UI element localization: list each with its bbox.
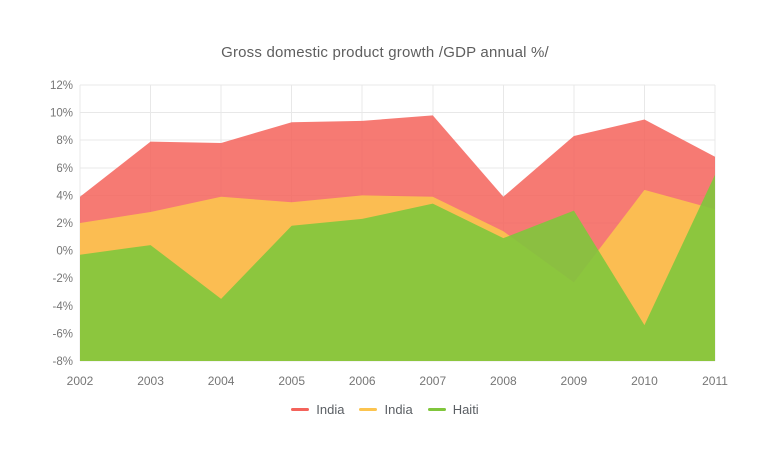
x-axis-tick-label: 2005	[278, 374, 305, 388]
y-axis-tick-label: -6%	[53, 328, 73, 340]
legend-item-india-2[interactable]: India	[359, 401, 413, 417]
y-axis-tick-label: 12%	[50, 80, 73, 92]
x-axis-tick-label: 2002	[67, 374, 94, 388]
legend-marker-icon	[359, 407, 378, 411]
y-axis-tick-label: -4%	[53, 301, 73, 313]
x-axis-tick-label: 2010	[631, 374, 658, 388]
y-axis-tick-label: 0%	[56, 246, 73, 258]
y-axis-tick-label: 8%	[56, 135, 73, 147]
area-series-haiti	[80, 174, 715, 361]
legend-item-label: India	[384, 401, 413, 417]
legend-item-india-1[interactable]: India	[291, 402, 344, 417]
x-axis-tick-label: 2007	[419, 374, 446, 388]
y-axis-tick-label: -8%	[53, 356, 73, 368]
x-axis-tick-label: 2006	[349, 374, 376, 388]
x-axis-tick-label: 2008	[490, 374, 517, 388]
y-axis-tick-label: 2%	[56, 218, 73, 230]
legend-item-haiti[interactable]: Haiti	[427, 401, 479, 417]
y-axis-tick-label: 10%	[50, 108, 73, 120]
legend-item-label: India	[316, 401, 345, 417]
x-axis-tick-label: 2011	[702, 374, 728, 388]
x-axis-tick-label: 2009	[561, 374, 588, 388]
legend-item-label: Haiti	[452, 401, 479, 417]
legend-marker-icon	[427, 407, 446, 411]
legend: India India Haiti	[0, 399, 770, 419]
chart-title: Gross domestic product growth /GDP annua…	[221, 44, 549, 61]
y-axis-tick-label: 6%	[56, 163, 73, 175]
x-axis-tick-label: 2003	[137, 374, 164, 388]
y-axis-tick-label: -2%	[53, 273, 73, 285]
x-axis-tick-label: 2004	[208, 374, 235, 388]
legend-marker-icon	[291, 407, 310, 411]
y-axis-tick-label: 4%	[56, 190, 73, 202]
